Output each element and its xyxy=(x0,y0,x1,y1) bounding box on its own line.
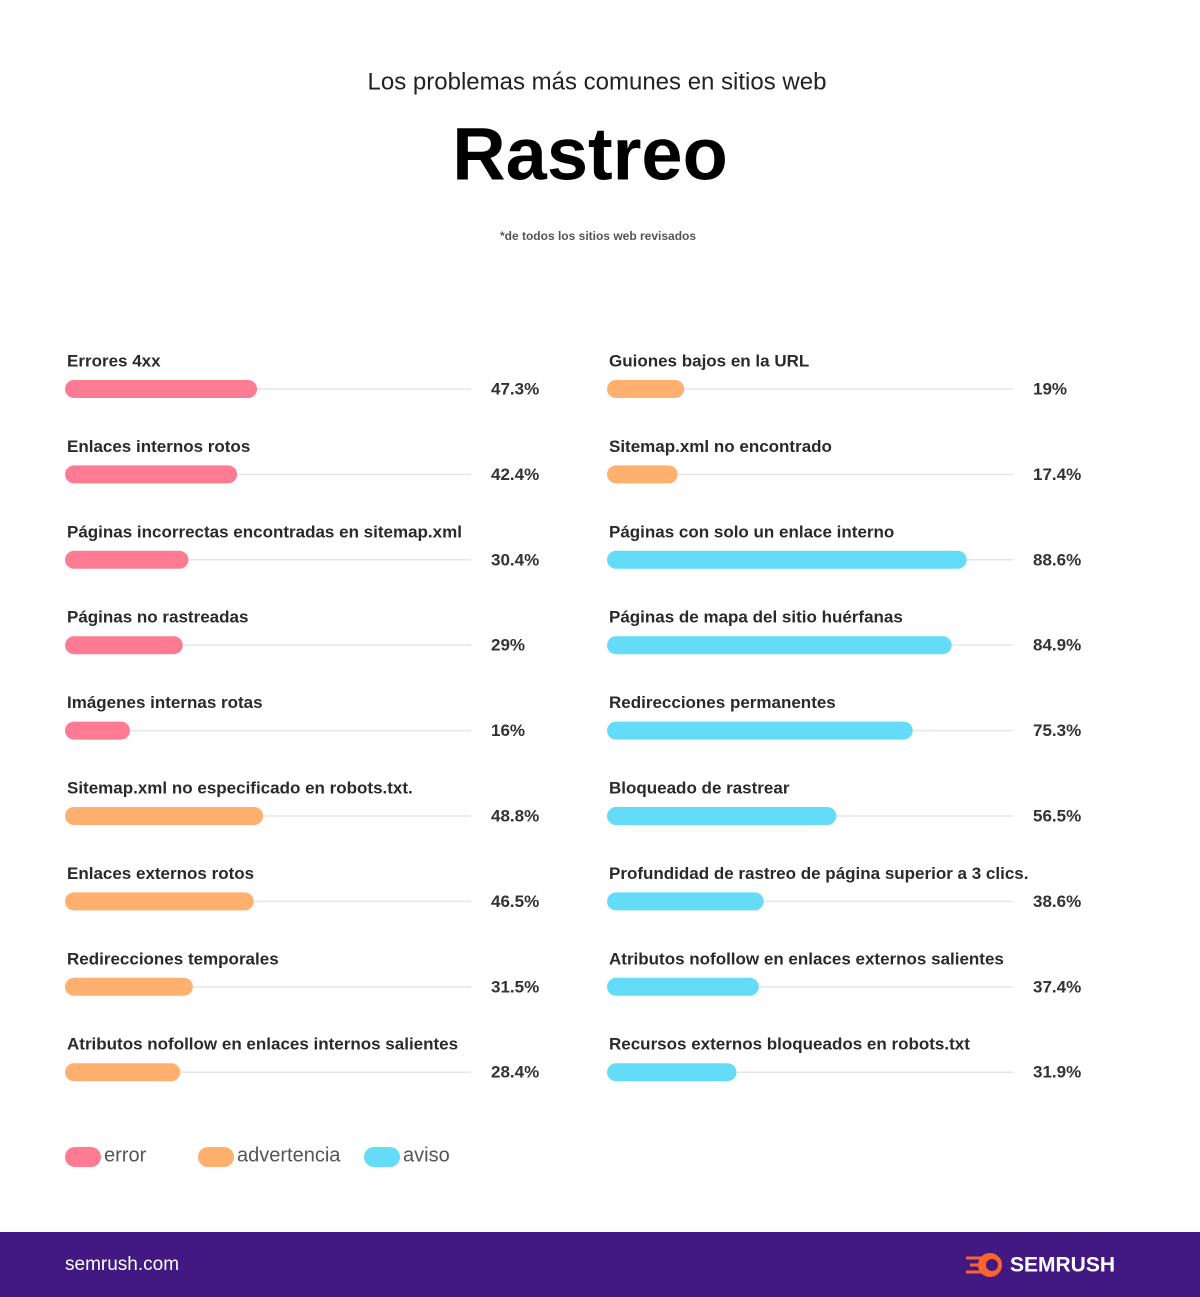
bar-label: Páginas incorrectas encontradas en sitem… xyxy=(67,522,462,541)
bar xyxy=(607,807,837,825)
bar xyxy=(607,636,952,655)
bar xyxy=(65,550,189,569)
bar-label: Redirecciones permanentes xyxy=(609,693,836,712)
bar xyxy=(607,380,685,398)
brand-logo xyxy=(966,1253,1002,1277)
bar xyxy=(65,636,183,655)
legend-swatch xyxy=(364,1147,400,1167)
value-label: 46.5% xyxy=(491,892,539,911)
value-label: 42.4% xyxy=(491,465,539,484)
bar-label: Profundidad de rastreo de página superio… xyxy=(609,864,1028,883)
value-label: 19% xyxy=(1033,379,1067,398)
bar-label: Atributos nofollow en enlaces internos s… xyxy=(67,1035,458,1054)
bar-label: Sitemap.xml no encontrado xyxy=(609,437,832,456)
title: Rastreo xyxy=(452,113,728,196)
bar xyxy=(607,721,913,740)
value-label: 16% xyxy=(491,721,525,740)
legend-swatch xyxy=(198,1147,234,1167)
value-label: 30.4% xyxy=(491,550,539,569)
value-label: 28.4% xyxy=(491,1063,539,1082)
footer-site: semrush.com xyxy=(65,1254,179,1275)
subtitle: Los problemas más comunes en sitios web xyxy=(368,68,827,95)
legend-label: aviso xyxy=(403,1144,450,1166)
bar xyxy=(607,1063,737,1082)
bar xyxy=(607,550,967,569)
value-label: 31.9% xyxy=(1033,1063,1081,1082)
value-label: 38.6% xyxy=(1033,892,1081,911)
bar xyxy=(607,465,678,484)
bar-label: Guiones bajos en la URL xyxy=(609,351,809,370)
bar-label: Bloqueado de rastrear xyxy=(609,778,790,797)
bar xyxy=(65,807,264,825)
value-label: 75.3% xyxy=(1033,721,1081,740)
footer-brand: SEMRUSH xyxy=(1010,1254,1115,1277)
legend-swatch xyxy=(65,1147,101,1167)
bar-label: Errores 4xx xyxy=(67,351,161,370)
bar xyxy=(65,1063,181,1082)
bar xyxy=(607,977,759,996)
bar-label: Enlaces externos rotos xyxy=(67,864,254,883)
value-label: 84.9% xyxy=(1033,636,1081,655)
legend-label: error xyxy=(104,1144,147,1166)
bar-label: Enlaces internos rotos xyxy=(67,437,250,456)
value-label: 47.3% xyxy=(491,379,539,398)
bar-label: Redirecciones temporales xyxy=(67,949,279,968)
bar-label: Sitemap.xml no especificado en robots.tx… xyxy=(67,778,413,797)
bar-label: Páginas de mapa del sitio huérfanas xyxy=(609,608,903,627)
bar xyxy=(65,892,254,911)
bar xyxy=(65,380,258,398)
value-label: 37.4% xyxy=(1033,977,1081,996)
bar xyxy=(65,977,193,996)
bar-label: Páginas no rastreadas xyxy=(67,608,248,627)
bar-label: Imágenes internas rotas xyxy=(67,693,263,712)
legend-label: advertencia xyxy=(237,1144,341,1166)
bar-label: Recursos externos bloqueados en robots.t… xyxy=(609,1035,970,1054)
value-label: 29% xyxy=(491,636,525,655)
value-label: 48.8% xyxy=(491,806,539,825)
value-label: 88.6% xyxy=(1033,550,1081,569)
bar-label: Atributos nofollow en enlaces externos s… xyxy=(609,949,1004,968)
bar xyxy=(65,465,238,484)
bar-label: Páginas con solo un enlace interno xyxy=(609,522,894,541)
value-label: 31.5% xyxy=(491,977,539,996)
bar xyxy=(607,892,764,911)
value-label: 56.5% xyxy=(1033,806,1081,825)
value-label: 17.4% xyxy=(1033,465,1081,484)
note: *de todos los sitios web revisados xyxy=(500,229,696,243)
bar xyxy=(65,721,130,740)
